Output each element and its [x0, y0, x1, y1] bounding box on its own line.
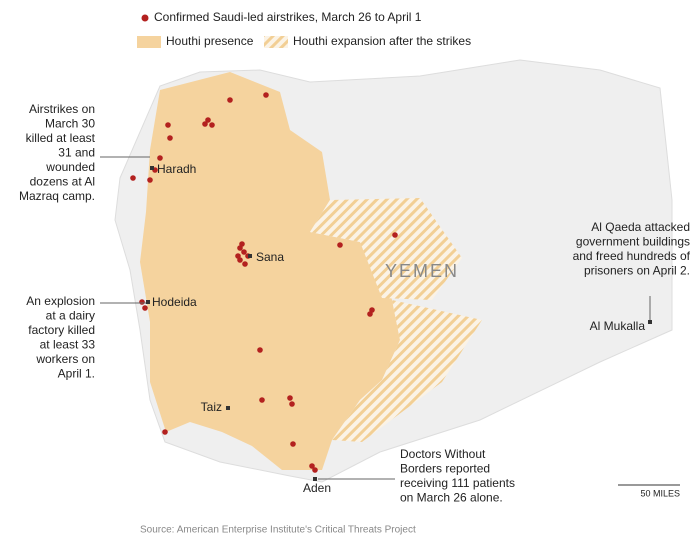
annotation-line: Mazraq camp.: [19, 189, 95, 203]
annotation-line: An explosion: [26, 294, 95, 308]
airstrike-dot: [257, 347, 263, 353]
legend-swatch: [264, 36, 288, 48]
houthi-presence: [140, 72, 400, 470]
airstrike-dot: [142, 305, 148, 311]
houthi-expansion: [310, 198, 462, 300]
airstrike-dot: [167, 135, 173, 141]
airstrike-dot: [227, 97, 233, 103]
airstrike-dot: [157, 155, 163, 161]
airstrike-dot: [259, 397, 265, 403]
airstrike-dot: [241, 249, 247, 255]
city-label: Haradh: [157, 162, 196, 176]
annotation-line: at a dairy: [46, 309, 95, 323]
annotation-line: killed at least: [26, 131, 96, 145]
annotation-line: Borders reported: [400, 462, 490, 476]
annotation-line: Airstrikes on: [29, 102, 95, 116]
annotation-line: and freed hundreds of: [573, 249, 691, 263]
airstrike-dot: [263, 92, 269, 98]
airstrike-dot: [290, 441, 296, 447]
airstrike-dot: [147, 177, 153, 183]
airstrike-dot: [312, 467, 318, 473]
legend-dot: [141, 14, 149, 22]
legend-label: Confirmed Saudi-led airstrikes, March 26…: [154, 10, 422, 24]
annotation-line: wounded: [45, 160, 95, 174]
airstrike-dot: [309, 463, 315, 469]
annotation-line: workers on: [35, 352, 95, 366]
airstrike-dot: [202, 121, 208, 127]
airstrike-dot: [205, 117, 211, 123]
legend-swatch: [137, 36, 161, 48]
scale-label: 50 MILES: [640, 488, 680, 498]
airstrike-dot: [242, 261, 248, 267]
city-label: Taiz: [201, 400, 222, 414]
annotation-line: at least 33: [40, 338, 96, 352]
airstrike-dot: [239, 241, 245, 247]
city-marker: [150, 166, 154, 170]
airstrike-dot: [289, 401, 295, 407]
airstrike-dot: [287, 395, 293, 401]
airstrike-dot: [235, 253, 241, 259]
city-marker: [146, 300, 150, 304]
annotation-line: factory killed: [28, 323, 95, 337]
city-label: Hodeida: [152, 295, 197, 309]
airstrike-dot: [130, 175, 136, 181]
annotation-line: government buildings: [576, 235, 690, 249]
annotation-line: dozens at Al: [30, 175, 95, 189]
city-label: Sana: [256, 250, 284, 264]
city-label: Al Mukalla: [590, 319, 646, 333]
annotation-line: on March 26 alone.: [400, 491, 503, 505]
airstrike-dot: [337, 242, 343, 248]
airstrike-dot: [392, 232, 398, 238]
legend-label: Houthi expansion after the strikes: [293, 34, 471, 48]
annotation-line: March 30: [45, 117, 95, 131]
airstrike-dot: [139, 299, 145, 305]
airstrike-dot: [165, 122, 171, 128]
annotation-line: 31 and: [58, 146, 95, 160]
annotation-line: April 1.: [58, 367, 95, 381]
airstrike-dot: [162, 429, 168, 435]
annotation-line: Doctors Without: [400, 447, 486, 461]
airstrike-dot: [209, 122, 215, 128]
city-marker: [313, 477, 317, 481]
source: Source: American Enterprise Institute's …: [140, 525, 416, 536]
annotation-line: receiving 111 patients: [400, 476, 515, 490]
annotation-line: Al Qaeda attacked: [591, 220, 690, 234]
city-marker: [248, 254, 252, 258]
country-label: YEMEN: [385, 261, 459, 281]
airstrike-dot: [367, 311, 373, 317]
houthi-expansion: [332, 300, 482, 442]
annotation-line: prisoners on April 2.: [584, 264, 690, 278]
city-marker: [648, 320, 652, 324]
city-marker: [226, 406, 230, 410]
legend-label: Houthi presence: [166, 34, 254, 48]
city-label: Aden: [303, 481, 331, 495]
